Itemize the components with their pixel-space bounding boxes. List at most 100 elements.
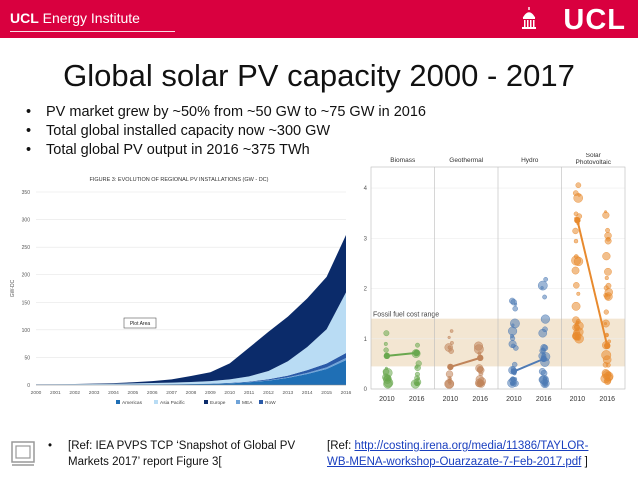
trend-line — [450, 356, 481, 368]
y-tick-label: 150 — [22, 300, 31, 306]
lcoe-scatter-chart: Fossil fuel cost range 0 1 2 3 4 Biomass 2010 20… — [357, 153, 629, 415]
portico-dome-icon — [522, 7, 536, 29]
plot-frame — [370, 166, 626, 390]
chart-title: FIGURE 3: EVOLUTION OF REGIONAL PV INSTA… — [90, 177, 269, 183]
data-point — [383, 378, 394, 388]
y-tick-label: 300 — [22, 218, 31, 224]
ucl-footer-icon — [11, 441, 35, 466]
area-series-americas — [36, 360, 346, 385]
legend-swatch — [154, 400, 158, 404]
x-tick-label: 2015 — [321, 390, 332, 396]
y-tick-label: 350 — [22, 190, 31, 196]
regional-pv-installations-chart: FIGURE 3: EVOLUTION OF REGIONAL PV INSTA… — [6, 170, 352, 408]
data-point — [447, 345, 452, 350]
data-point — [445, 370, 454, 378]
x-tick-label: 2014 — [302, 390, 313, 396]
data-point — [542, 294, 547, 300]
data-point — [542, 326, 548, 333]
panel-title: Photovoltaic — [576, 159, 612, 166]
y-tick-label: 200 — [22, 273, 31, 279]
bullet-item: Total global PV output in 2016 ~375 TWh — [22, 141, 426, 160]
data-point — [603, 292, 608, 298]
plot-area-tooltip — [123, 317, 157, 329]
area-series-europe — [36, 235, 346, 385]
slide-title: Global solar PV capacity 2000 - 2017 — [63, 58, 575, 93]
data-point — [512, 380, 519, 387]
y-tick-label: 0 — [364, 387, 368, 393]
data-point — [449, 329, 454, 333]
data-point — [573, 324, 580, 331]
panel-title: Biomass — [390, 157, 416, 164]
x-tick-label: 2003 — [89, 390, 100, 396]
x-tick-label: 2000 — [31, 390, 42, 396]
trend-point — [540, 355, 547, 363]
data-point — [538, 375, 547, 384]
data-point — [448, 377, 452, 381]
institute-name: UCL Energy Institute — [10, 10, 140, 26]
data-point — [414, 364, 421, 371]
reference-link[interactable]: http://costing.irena.org/media/11386/TAY… — [327, 440, 589, 468]
data-point — [575, 319, 581, 324]
x-tick-label: 2010 — [443, 396, 459, 403]
data-point — [605, 282, 612, 289]
data-point — [413, 378, 422, 386]
legend-label: MEA — [242, 400, 253, 406]
x-tick-label: 2006 — [147, 390, 158, 396]
data-point — [575, 182, 582, 189]
legend-swatch — [204, 400, 208, 404]
y-tick-label: 3 — [364, 236, 368, 242]
data-point — [573, 254, 579, 259]
band-label: Fossil fuel cost range — [373, 312, 439, 319]
trend-line — [576, 219, 609, 347]
legend-label: Asia Pacific — [160, 400, 185, 406]
trend-point — [477, 354, 484, 362]
data-point — [510, 318, 520, 329]
legend-label: Americas — [122, 400, 143, 406]
x-tick-label: 2008 — [186, 390, 197, 396]
y-tick-label: 1 — [364, 337, 368, 343]
x-tick-label: 2016 — [536, 396, 552, 403]
data-point — [414, 371, 420, 377]
data-point — [576, 291, 581, 296]
data-point — [573, 238, 579, 244]
data-point — [602, 252, 611, 261]
data-point — [605, 227, 610, 233]
reference-bullet: • — [48, 440, 53, 452]
legend-swatch — [116, 400, 120, 404]
data-point — [447, 335, 451, 339]
bullet-item: Total global installed capacity now ~300… — [22, 122, 426, 141]
data-point — [571, 301, 581, 311]
x-tick-label: 2010 — [224, 390, 235, 396]
x-tick-label: 2004 — [108, 390, 119, 396]
x-tick-label: 2016 — [341, 390, 352, 396]
data-point — [513, 377, 518, 381]
tooltip-label: Plot Area — [130, 321, 151, 327]
trend-point — [574, 217, 581, 224]
data-point — [543, 277, 549, 282]
x-tick-label: 2016 — [472, 396, 488, 403]
y-tick-label: 50 — [24, 355, 30, 361]
data-point — [383, 347, 389, 353]
data-point — [540, 369, 548, 377]
data-point — [384, 366, 388, 370]
bullet-item: PV market grew by ~50% from ~50 GW to ~7… — [22, 103, 426, 122]
data-point — [542, 381, 548, 387]
data-point — [513, 302, 518, 306]
x-tick-label: 2010 — [570, 396, 586, 403]
trend-line — [513, 357, 545, 373]
x-tick-label: 2012 — [263, 390, 274, 396]
data-point — [476, 366, 484, 373]
x-tick-label: 2016 — [409, 396, 425, 403]
x-tick-label: 2016 — [599, 396, 615, 403]
data-point — [474, 341, 483, 351]
data-point — [601, 350, 612, 361]
x-tick-label: 2010 — [379, 396, 395, 403]
trend-point — [413, 349, 420, 357]
reference-left-text: [Ref: IEA PVPS TCP ‘Snapshot of Global P… — [68, 440, 296, 468]
header-divider — [10, 31, 175, 32]
trend-point — [510, 368, 518, 375]
data-point — [604, 210, 607, 214]
trend-point — [447, 363, 454, 371]
data-point — [540, 314, 550, 324]
x-tick-label: 2001 — [50, 390, 61, 396]
